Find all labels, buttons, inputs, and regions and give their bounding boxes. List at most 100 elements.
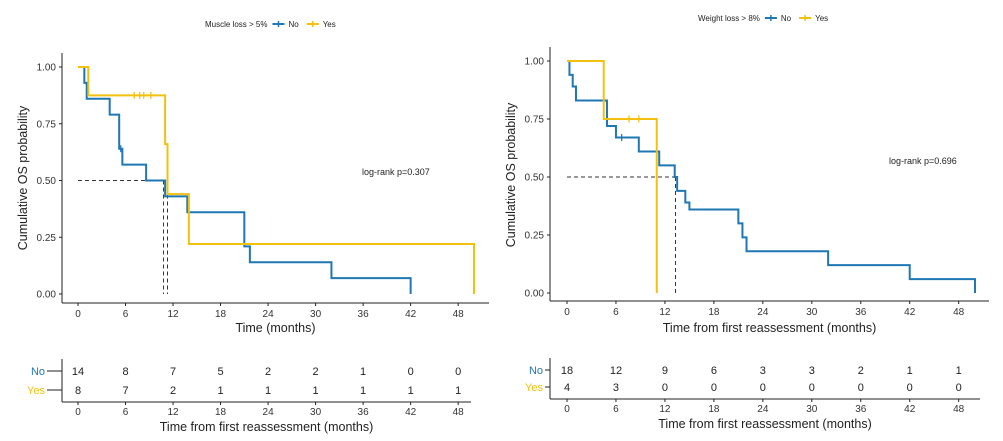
risk-x-tick-label: 12 xyxy=(659,404,671,415)
risk-x-tick-label: 24 xyxy=(757,404,769,415)
x-axis-title: Time from first reassessment (months) xyxy=(663,321,876,335)
x-axis-title: Time (months) xyxy=(235,321,315,335)
risk-value: 9 xyxy=(662,365,668,377)
survival-curve-yes xyxy=(78,66,475,294)
y-tick-label: 1.00 xyxy=(37,63,57,74)
risk-value: 2 xyxy=(170,385,176,397)
legend: Weight loss > 8% No Yes xyxy=(698,14,828,23)
y-axis-title: Cumulative OS probability xyxy=(504,102,518,247)
x-tick-label: 18 xyxy=(708,307,720,318)
legend-label-yes: Yes xyxy=(323,20,336,29)
risk-x-tick-label: 12 xyxy=(167,407,179,418)
legend-label-no: No xyxy=(781,14,792,23)
series-yes xyxy=(78,66,475,294)
x-tick-label: 42 xyxy=(405,309,417,320)
x-tick-label: 6 xyxy=(123,309,129,320)
series-no xyxy=(78,66,412,294)
risk-table-x-title: Time from first reassessment (months) xyxy=(160,420,373,434)
legend-title: Weight loss > 8% xyxy=(698,14,760,23)
median-lines xyxy=(78,180,168,294)
risk-value: 5 xyxy=(217,366,223,378)
x-tick-label: 18 xyxy=(215,309,227,320)
risk-value: 3 xyxy=(760,365,766,377)
risk-value: 3 xyxy=(613,382,619,394)
risk-value: 8 xyxy=(75,385,81,397)
x-tick-label: 12 xyxy=(659,307,671,318)
x-tick-label: 6 xyxy=(613,307,619,318)
risk-value: 2 xyxy=(858,365,864,377)
x-tick-label: 48 xyxy=(453,309,465,320)
risk-row-label-no: No xyxy=(529,365,543,377)
risk-row-label-no: No xyxy=(31,366,45,378)
x-tick-label: 24 xyxy=(263,309,275,320)
risk-x-tick-label: 6 xyxy=(123,407,129,418)
y-tick-label: 0.50 xyxy=(525,173,545,184)
x-tick-label: 0 xyxy=(75,309,81,320)
muscle-loss-panel: Muscle loss > 5% No Yes 0.00 0.25 0.50 0.75 1.0… xyxy=(16,20,489,434)
risk-x-tick-label: 48 xyxy=(453,407,465,418)
y-tick-label: 1.00 xyxy=(525,57,545,68)
risk-value: 0 xyxy=(809,382,815,394)
risk-x-tick-label: 42 xyxy=(904,404,916,415)
risk-value: 0 xyxy=(408,366,414,378)
y-tick-label: 0.50 xyxy=(37,176,57,187)
x-tick-label: 0 xyxy=(564,307,570,318)
risk-x-tick-label: 18 xyxy=(215,407,227,418)
log-rank-annotation: log-rank p=0.696 xyxy=(889,156,957,166)
risk-x-tick-label: 0 xyxy=(75,407,81,418)
y-tick-label: 0.75 xyxy=(37,119,57,130)
risk-value: 1 xyxy=(360,366,366,378)
risk-value: 1 xyxy=(265,385,271,397)
y-tick-label: 0.75 xyxy=(525,115,545,126)
risk-value: 1 xyxy=(217,385,223,397)
risk-x-tick-label: 48 xyxy=(953,404,965,415)
legend-title: Muscle loss > 5% xyxy=(205,20,267,29)
survival-curve-no xyxy=(567,60,976,293)
survival-curve-yes xyxy=(567,60,658,293)
series-no xyxy=(567,60,976,293)
x-tick-label: 30 xyxy=(310,309,322,320)
risk-value: 4 xyxy=(564,382,570,394)
legend: Muscle loss > 5% No Yes xyxy=(205,20,336,29)
risk-x-tick-label: 0 xyxy=(564,404,570,415)
x-tick-label: 48 xyxy=(953,307,965,318)
y-tick-label: 0.00 xyxy=(525,289,545,300)
risk-value: 0 xyxy=(956,382,962,394)
x-tick-label: 12 xyxy=(167,309,179,320)
y-tick-label: 0.25 xyxy=(525,231,545,242)
risk-table-x-title: Time from first reassessment (months) xyxy=(658,417,871,431)
risk-x-tick-label: 30 xyxy=(310,407,322,418)
risk-x-tick-label: 30 xyxy=(806,404,818,415)
risk-value: 0 xyxy=(858,382,864,394)
risk-value: 0 xyxy=(455,366,461,378)
series-yes xyxy=(567,60,658,293)
risk-table: No 14 8 7 5 2 2 1 0 0 Yes 8 7 2 1 1 1 1 1 1 0 6 12 18 24 30 36 42 48… xyxy=(27,359,471,434)
risk-value: 0 xyxy=(711,382,717,394)
risk-value: 7 xyxy=(170,366,176,378)
y-tick-label: 0.00 xyxy=(37,290,57,301)
risk-value: 6 xyxy=(711,365,717,377)
x-tick-label: 42 xyxy=(904,307,916,318)
risk-value: 0 xyxy=(907,382,913,394)
risk-value: 3 xyxy=(809,365,815,377)
risk-x-tick-label: 24 xyxy=(263,407,275,418)
risk-value: 1 xyxy=(360,385,366,397)
legend-label-yes: Yes xyxy=(815,14,828,23)
risk-value: 1 xyxy=(907,365,913,377)
risk-value: 0 xyxy=(662,382,668,394)
legend-label-no: No xyxy=(288,20,299,29)
x-tick-label: 24 xyxy=(757,307,769,318)
x-tick-label: 30 xyxy=(806,307,818,318)
risk-value: 14 xyxy=(72,366,84,378)
risk-x-tick-label: 42 xyxy=(405,407,417,418)
risk-value: 12 xyxy=(610,365,622,377)
risk-value: 7 xyxy=(122,385,128,397)
risk-value: 1 xyxy=(956,365,962,377)
risk-x-tick-label: 18 xyxy=(708,404,720,415)
risk-value: 0 xyxy=(760,382,766,394)
log-rank-annotation: log-rank p=0.307 xyxy=(362,167,430,177)
weight-loss-panel: Weight loss > 8% No Yes 0.00 0.25 0.50 0.75 1.0… xyxy=(504,14,989,431)
survival-curve-no xyxy=(78,66,412,294)
